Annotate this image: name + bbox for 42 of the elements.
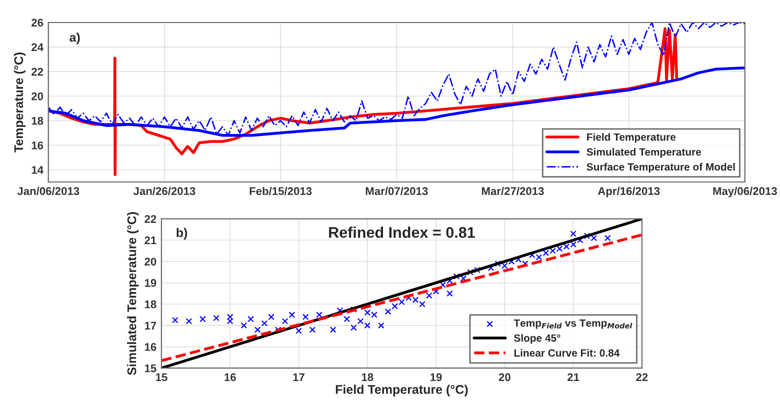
x-tick-label: 22	[636, 373, 648, 382]
y-tick-label: 16	[32, 141, 44, 150]
legend-label: Linear Curve Fit: 0.84	[514, 349, 620, 357]
x-tick-label: 18	[362, 373, 374, 382]
x-tick-label: Apr/16/2013	[598, 186, 660, 198]
annotation: b)	[176, 228, 188, 240]
y-tick-label: 26	[32, 18, 44, 27]
x-axis-title: Field Temperature (°C)	[336, 384, 468, 396]
y-tick-label: 17	[144, 322, 156, 330]
x-tick-label: Jan/06/2013	[17, 186, 80, 196]
y-tick-label: 22	[32, 68, 44, 76]
y-tick-label: 14	[32, 166, 44, 174]
x-tick-label: 19	[430, 373, 442, 382]
annotation: a)	[70, 32, 80, 44]
y-tick-label: 18	[32, 116, 44, 125]
x-tick-label: Jan/26/2013	[133, 186, 196, 196]
y-tick-label: 22	[144, 215, 156, 223]
y-axis-title: Simulated Temperature (°C)	[127, 212, 139, 376]
x-tick-label: 17	[293, 373, 304, 382]
legend-label: Slope 45°	[514, 334, 560, 344]
legend-label: Simulated Temperature	[586, 148, 702, 158]
y-tick-label: 24	[32, 43, 44, 52]
x-tick-label: Mar/07/2013	[366, 186, 428, 196]
x-tick-label: 16	[224, 373, 236, 382]
x-tick-label: May/06/2013	[713, 186, 777, 198]
y-tick-label: 16	[144, 343, 156, 351]
x-tick-label: 15	[156, 373, 168, 382]
x-tick-label: Mar/27/2013	[482, 186, 544, 196]
y-tick-label: 19	[144, 279, 156, 287]
x-tick-label: 21	[568, 373, 580, 382]
x-tick-label: 20	[498, 373, 510, 382]
legend-label: Field Temperature	[587, 133, 676, 143]
y-tick-label: 18	[144, 300, 156, 308]
x-tick-label: Feb/15/2013	[250, 186, 312, 196]
y-axis-title: Temperature (°C)	[14, 52, 26, 152]
y-tick-label: 15	[144, 364, 156, 372]
legend-label: Temp$_{Field}$ vs Temp$_{Model}$	[514, 320, 632, 329]
annotation: Refined Index = 0.81	[329, 226, 475, 238]
legend-label: Surface Temperature of Model	[586, 162, 735, 173]
y-tick-label: 20	[144, 258, 156, 266]
y-tick-label: 21	[144, 236, 156, 244]
y-tick-label: 20	[32, 92, 44, 100]
